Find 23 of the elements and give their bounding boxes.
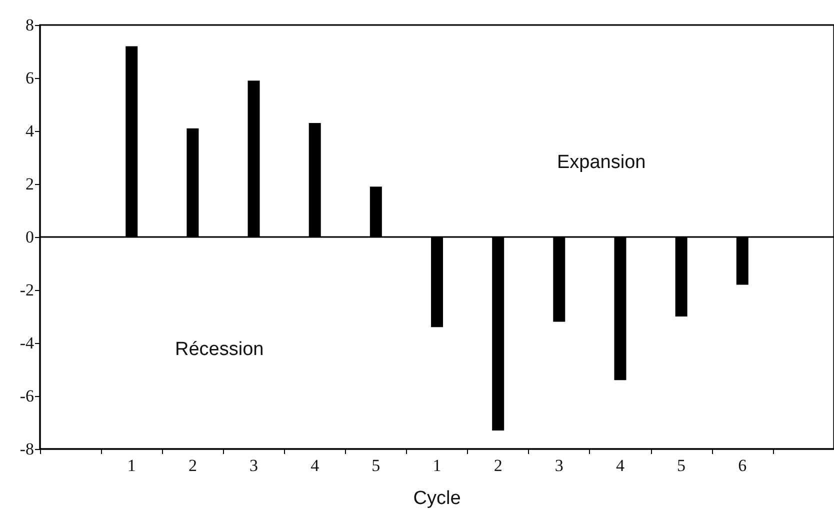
- y-tick-label: 4: [26, 122, 34, 140]
- y-tick-label: -2: [20, 280, 34, 300]
- y-tick-label: -4: [20, 334, 34, 352]
- x-tick-label: 4: [310, 456, 320, 475]
- x-tick-label: 5: [372, 456, 380, 475]
- annotation: Expansion: [557, 152, 646, 173]
- x-tick-label: 1: [127, 456, 136, 475]
- x-tick-label: 1: [432, 456, 442, 475]
- y-tick-label: 8: [26, 16, 34, 34]
- x-tick-label: 2: [188, 456, 197, 475]
- x-tick-label: 3: [554, 456, 564, 475]
- annotation: Récession: [175, 339, 264, 360]
- y-tick-label: 6: [26, 68, 34, 88]
- y-tick-label: 2: [26, 174, 34, 194]
- x-tick-label: 3: [250, 456, 258, 475]
- y-tick-label: -8: [20, 440, 34, 458]
- y-tick-label: -6: [20, 386, 34, 406]
- x-axis-title: Cycle: [413, 488, 461, 509]
- x-tick-label: 5: [677, 456, 686, 475]
- x-tick-label: 2: [494, 456, 502, 475]
- x-tick-label: 4: [616, 456, 625, 475]
- y-tick-label: 0: [26, 228, 34, 246]
- x-tick-label: 6: [738, 456, 747, 475]
